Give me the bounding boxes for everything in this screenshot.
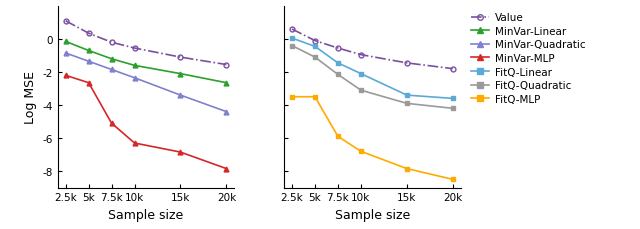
Legend: Value, MinVar-Linear, MinVar-Quadratic, MinVar-MLP, FitQ-Linear, FitQ-Quadratic,: Value, MinVar-Linear, MinVar-Quadratic, … — [470, 12, 586, 106]
X-axis label: Sample size: Sample size — [108, 208, 184, 221]
X-axis label: Sample size: Sample size — [335, 208, 410, 221]
Y-axis label: Log MSE: Log MSE — [24, 71, 37, 124]
